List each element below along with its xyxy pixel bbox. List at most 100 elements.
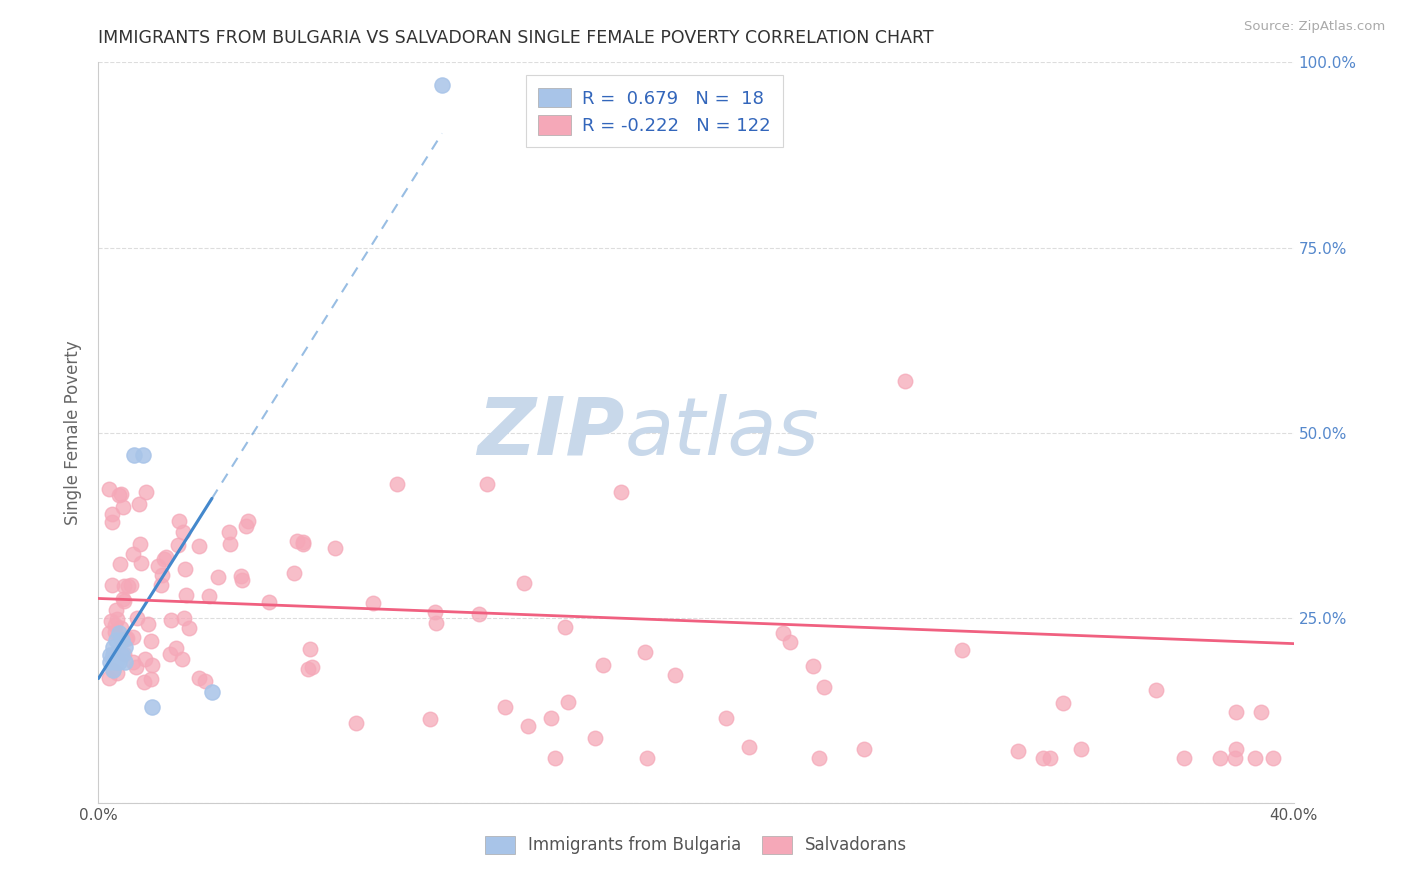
Point [779,635,801,649]
Point [610,484,633,499]
Point [104,624,127,639]
Point [950,643,973,657]
Point [105,632,128,647]
Point [664,667,686,681]
Point [1032,750,1054,764]
Point [139,634,162,648]
Point [188,671,211,685]
Point [467,607,489,622]
Point [112,592,135,607]
Point [97,671,120,685]
Point [129,556,152,570]
Point [292,537,315,551]
Point [122,630,145,644]
Point [122,655,145,669]
Point [146,559,169,574]
Point [98,655,122,669]
Point [132,448,155,462]
Point [1225,705,1247,719]
Point [1244,751,1267,765]
Point [714,711,737,725]
Point [419,712,441,726]
Point [554,619,576,633]
Point [1039,751,1062,765]
Point [634,645,657,659]
Point [115,632,138,646]
Point [853,741,876,756]
Text: IMMIGRANTS FROM BULGARIA VS SALVADORAN SINGLE FEMALE POVERTY CORRELATION CHART: IMMIGRANTS FROM BULGARIA VS SALVADORAN S… [98,29,934,47]
Point [1261,751,1284,765]
Point [235,519,257,533]
Point [172,652,194,666]
Point [894,374,917,388]
Point [177,622,200,636]
Text: atlas: atlas [624,393,820,472]
Point [120,577,142,591]
Point [346,716,368,731]
Point [141,699,163,714]
Point [112,579,135,593]
Point [173,611,195,625]
Point [114,655,136,669]
Point [772,625,794,640]
Point [166,538,188,552]
Point [1070,741,1092,756]
Point [165,640,187,655]
Point [128,497,150,511]
Point [423,605,446,619]
Point [1223,751,1246,765]
Point [112,647,135,661]
Point [219,537,242,551]
Point [108,488,131,502]
Point [257,595,280,609]
Point [134,652,156,666]
Point [218,525,240,540]
Point [325,541,347,556]
Point [112,500,135,514]
Point [104,618,127,632]
Point [105,655,128,669]
Point [207,570,229,584]
Point [108,557,131,571]
Point [494,699,516,714]
Point [152,551,174,566]
Point [188,539,211,553]
Point [110,487,132,501]
Point [231,573,253,587]
Point [297,662,319,676]
Point [475,477,498,491]
Point [231,569,253,583]
Point [100,515,122,529]
Point [150,568,173,582]
Point [149,578,172,592]
Point [112,594,135,608]
Text: ZIP: ZIP [477,393,624,472]
Point [298,642,321,657]
Point [101,578,124,592]
Point [285,534,308,549]
Point [101,663,124,677]
Point [134,675,156,690]
Point [813,680,835,694]
Point [115,632,138,647]
Point [108,625,131,640]
Point [512,576,534,591]
Text: Source: ZipAtlas.com: Source: ZipAtlas.com [1244,20,1385,33]
Point [1007,744,1029,758]
Point [292,534,315,549]
Point [155,549,177,564]
Point [128,537,150,551]
Point [111,648,134,662]
Point [637,751,659,765]
Point [98,648,122,662]
Point [122,547,145,561]
Point [1173,751,1195,765]
Point [117,579,139,593]
Point [173,562,195,576]
Point [107,612,129,626]
Point [738,739,761,754]
Point [540,711,562,725]
Y-axis label: Single Female Poverty: Single Female Poverty [65,341,83,524]
Point [361,595,384,609]
Point [1250,705,1272,719]
